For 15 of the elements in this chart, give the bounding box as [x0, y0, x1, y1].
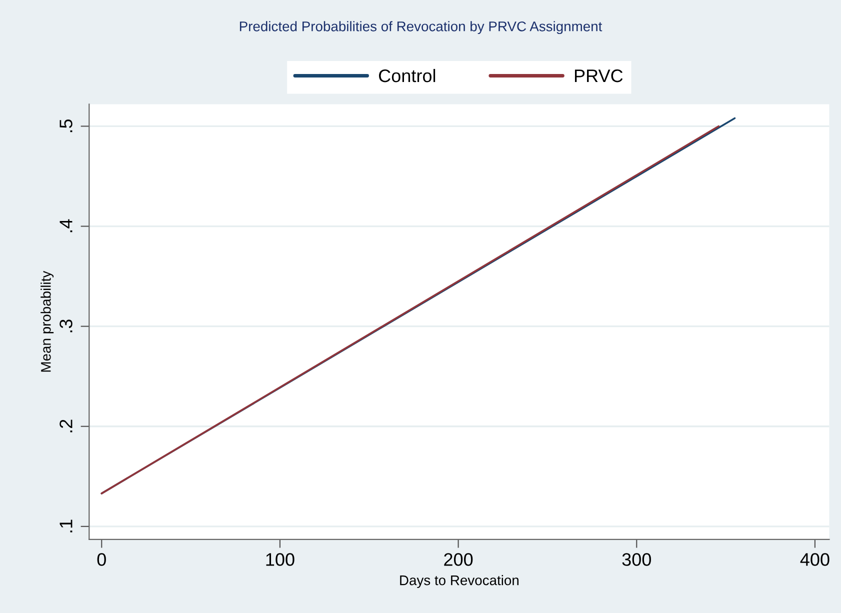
x-tick-label: 300	[622, 553, 651, 566]
x-axis-title: Days to Revocation	[400, 575, 518, 588]
y-tick-label: .2	[60, 420, 72, 432]
legend-label: Control	[378, 68, 436, 82]
y-tick-label: .1	[60, 520, 72, 532]
x-tick-label: 400	[800, 553, 830, 566]
legend-label: PRVC	[574, 69, 623, 82]
x-tick-label: 100	[266, 553, 294, 566]
chart-title: Predicted Probabilities of Revocation by PRVC Assignment	[240, 21, 602, 34]
x-tick-label: 0	[97, 553, 106, 566]
x-tick-label: 200	[444, 553, 473, 566]
y-axis-title: Mean probability	[40, 270, 54, 372]
y-tick-label: .4	[60, 219, 72, 232]
y-tick-label: .3	[60, 320, 72, 332]
y-tick-label: .5	[60, 119, 72, 132]
